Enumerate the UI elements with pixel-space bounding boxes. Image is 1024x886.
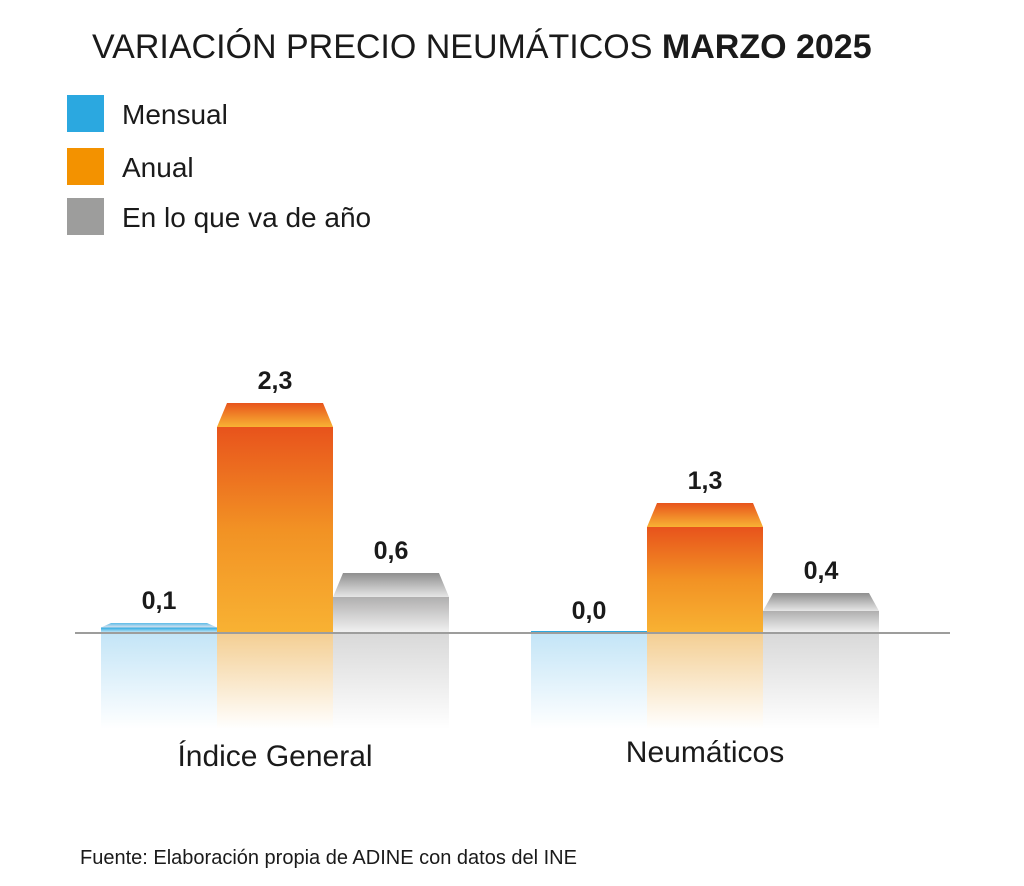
legend-swatch-2: [67, 198, 104, 235]
data-label: 0,6: [374, 537, 409, 565]
bar-reflection: [217, 634, 333, 729]
bar-en-lo-que-va-de-año-1: [763, 611, 879, 633]
bar-cap: [647, 503, 763, 527]
bar-reflection: [333, 634, 449, 729]
data-label: 1,3: [688, 467, 723, 495]
x-tick-label: Neumáticos: [626, 736, 784, 769]
data-label: 2,3: [258, 367, 293, 395]
bar-anual-1: [647, 527, 763, 633]
bar-reflection: [101, 634, 217, 729]
bar-cap: [333, 573, 449, 597]
bar-cap: [101, 623, 217, 628]
legend-swatch-0: [67, 95, 104, 132]
source-note: Fuente: Elaboración propia de ADINE con …: [80, 847, 577, 869]
legend: Mensual Anual En lo que va de año: [67, 95, 371, 235]
bar-cap: [217, 403, 333, 427]
x-tick-label: Índice General: [177, 740, 372, 773]
bar-anual-0: [217, 427, 333, 633]
bars: 0,1 2,3 0,6 0,0 1,3 0,4: [101, 367, 879, 729]
data-label: 0,0: [572, 597, 607, 625]
legend-swatch-1: [67, 148, 104, 185]
bar-reflection: [647, 634, 763, 729]
bar-mensual-0: [101, 627, 217, 633]
legend-label-0: Mensual: [122, 99, 228, 130]
legend-label-2: En lo que va de año: [122, 202, 371, 233]
bar-reflection: [763, 634, 879, 729]
chart-title: VARIACIÓN PRECIO NEUMÁTICOS MARZO 2025: [92, 28, 872, 66]
bar-en-lo-que-va-de-año-0: [333, 597, 449, 633]
data-label: 0,1: [142, 587, 177, 615]
legend-label-1: Anual: [122, 152, 194, 183]
bar-reflection: [531, 634, 647, 729]
bar-cap: [763, 593, 879, 611]
data-label: 0,4: [804, 557, 839, 585]
